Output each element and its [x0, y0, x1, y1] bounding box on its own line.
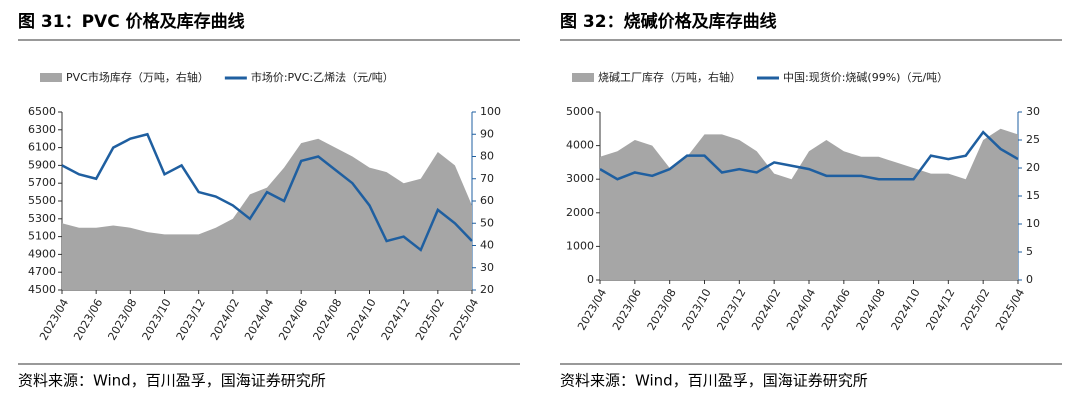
- x-tick-label: 2024/02: [208, 297, 242, 343]
- x-tick-label: 2024/12: [379, 297, 413, 343]
- source: 资料来源：Wind，百川盈孚，国海证券研究所: [560, 372, 868, 390]
- y-tick-label: 4500: [28, 283, 56, 296]
- y-tick-label: 6500: [28, 105, 56, 118]
- y2-tick-label: 90: [480, 127, 494, 140]
- x-tick-label: 2024/02: [749, 287, 783, 333]
- y2-tick-label: 50: [480, 216, 494, 229]
- x-tick-label: 2024/08: [310, 297, 344, 343]
- legend-label: 中国:现货价:烧碱(99%)（元/吨）: [783, 70, 948, 84]
- x-tick-label: 2023/06: [71, 297, 105, 343]
- y2-tick-label: 30: [480, 261, 494, 274]
- y2-tick-label: 15: [1026, 189, 1040, 202]
- chart-title: 图 32：烧碱价格及库存曲线: [560, 11, 777, 32]
- y2-tick-label: 60: [480, 194, 494, 207]
- x-tick-label: 2025/02: [958, 287, 992, 333]
- y-tick-label: 5300: [28, 212, 56, 225]
- x-tick-label: 2024/04: [242, 297, 276, 343]
- y-tick-label: 0: [587, 273, 594, 286]
- y2-tick-label: 10: [1026, 217, 1040, 230]
- legend-label: PVC市场库存（万吨，右轴）: [66, 70, 209, 84]
- x-tick-label: 2023/08: [645, 287, 679, 333]
- y2-tick-label: 30: [1026, 105, 1040, 118]
- y-tick-label: 2000: [566, 206, 594, 219]
- y-tick-label: 4900: [28, 247, 56, 260]
- x-tick-label: 2023/04: [575, 287, 609, 333]
- x-tick-label: 2025/04: [993, 287, 1027, 333]
- y-tick-label: 4700: [28, 265, 56, 278]
- x-tick-label: 2023/08: [105, 297, 139, 343]
- y2-tick-label: 80: [480, 150, 494, 163]
- y-tick-label: 4000: [566, 139, 594, 152]
- price-line: [599, 130, 1019, 181]
- x-tick-label: 2023/04: [37, 297, 71, 343]
- y2-tick-label: 5: [1026, 245, 1033, 258]
- x-tick-label: 2023/06: [610, 287, 644, 333]
- x-tick-label: 2023/10: [680, 287, 714, 333]
- y-tick-label: 3000: [566, 172, 594, 185]
- y2-tick-label: 40: [480, 239, 494, 252]
- inventory-area: [62, 138, 472, 290]
- price-line: [61, 132, 473, 252]
- source: 资料来源：Wind，百川盈孚，国海证券研究所: [18, 372, 326, 390]
- x-tick-label: 2025/02: [413, 297, 447, 343]
- x-tick-label: 2023/10: [140, 297, 174, 343]
- y-tick-label: 5700: [28, 176, 56, 189]
- inventory-area: [600, 128, 1018, 280]
- x-tick-label: 2024/12: [923, 287, 957, 333]
- legend-label: 烧碱工厂库存（万吨，右轴）: [598, 70, 741, 84]
- legend-label: 市场价:PVC:乙烯法（元/吨）: [251, 70, 394, 84]
- y-tick-label: 6100: [28, 141, 56, 154]
- y2-tick-label: 70: [480, 172, 494, 185]
- y2-tick-label: 20: [1026, 161, 1040, 174]
- y-tick-label: 1000: [566, 239, 594, 252]
- y-tick-label: 6300: [28, 123, 56, 136]
- x-tick-label: 2023/12: [174, 297, 208, 343]
- y2-tick-label: 25: [1026, 133, 1040, 146]
- y-tick-label: 5000: [566, 105, 594, 118]
- y2-tick-label: 0: [1026, 273, 1033, 286]
- x-tick-label: 2024/10: [889, 287, 923, 333]
- y2-tick-label: 20: [480, 283, 494, 296]
- y-tick-label: 5900: [28, 158, 56, 171]
- legend-swatch: [572, 73, 594, 82]
- y2-tick-label: 100: [480, 105, 501, 118]
- x-tick-label: 2024/06: [819, 287, 853, 333]
- chart-title: 图 31：PVC 价格及库存曲线: [18, 11, 245, 32]
- x-tick-label: 2024/10: [345, 297, 379, 343]
- x-tick-label: 2024/08: [854, 287, 888, 333]
- x-tick-label: 2024/04: [784, 287, 818, 333]
- x-tick-label: 2023/12: [714, 287, 748, 333]
- legend-swatch: [40, 73, 62, 82]
- y-tick-label: 5100: [28, 230, 56, 243]
- y-tick-label: 5500: [28, 194, 56, 207]
- x-tick-label: 2024/06: [276, 297, 310, 343]
- x-tick-label: 2025/04: [447, 297, 481, 343]
